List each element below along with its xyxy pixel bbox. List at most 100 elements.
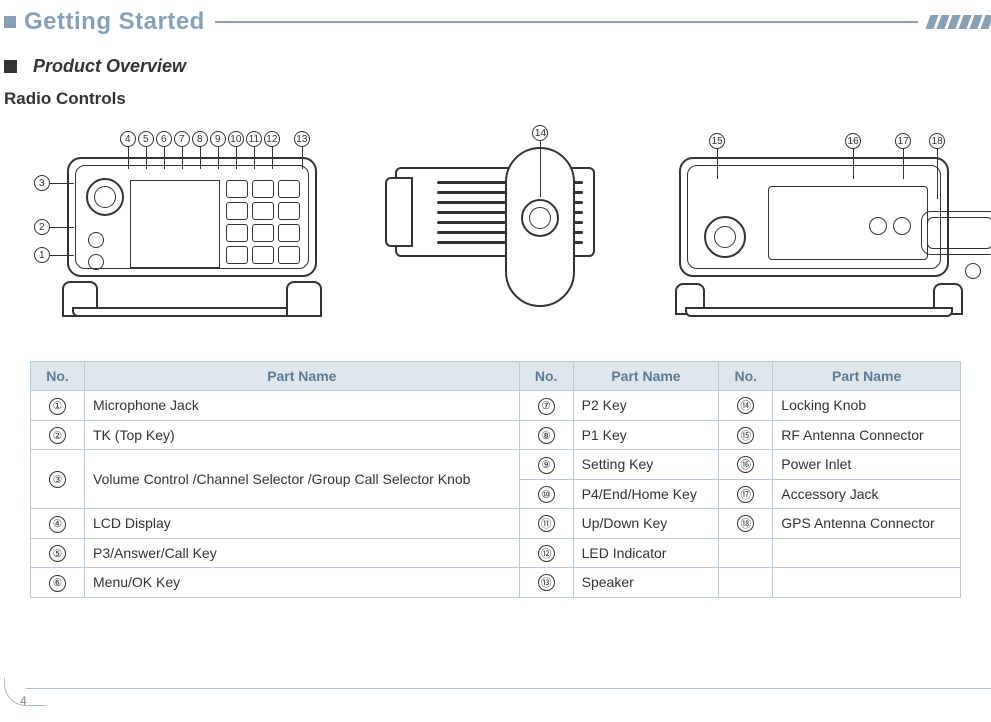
leader-line <box>540 141 541 197</box>
leader-line <box>903 149 904 179</box>
callout-14: 14 <box>532 125 548 141</box>
leader-line <box>853 149 854 179</box>
cell-num: ⑯ <box>719 450 773 480</box>
callout-12: 12 <box>264 131 280 147</box>
callout-5: 5 <box>138 131 154 147</box>
cell-name: Power Inlet <box>773 450 961 480</box>
cell-num: ⑩ <box>519 479 573 509</box>
callout-4: 4 <box>120 131 136 147</box>
volume-knob-icon <box>86 178 124 216</box>
leader-line <box>302 147 303 169</box>
callout-9: 9 <box>210 131 226 147</box>
cell-empty <box>719 538 773 568</box>
cell-name: P2 Key <box>573 391 719 421</box>
col-part: Part Name <box>85 362 520 391</box>
cell-name: Locking Knob <box>773 391 961 421</box>
col-part: Part Name <box>773 362 961 391</box>
table-row: ⑤ P3/Answer/Call Key ⑫ LED Indicator <box>31 538 961 568</box>
front-body <box>67 157 317 277</box>
page-header: Getting Started <box>0 0 991 42</box>
button-column-a <box>226 180 248 268</box>
table-row: ③ Volume Control /Channel Selector /Grou… <box>31 450 961 480</box>
gps-antenna-connector-icon <box>965 263 981 279</box>
cell-name: Microphone Jack <box>85 391 520 421</box>
cell-empty <box>773 538 961 568</box>
callout-2: 2 <box>34 219 50 235</box>
rf-antenna-connector-icon <box>704 216 746 258</box>
cell-name: LED Indicator <box>573 538 719 568</box>
cell-name: Setting Key <box>573 450 719 480</box>
cell-name: Speaker <box>573 568 719 598</box>
diagrams-row: 4 5 6 7 8 9 10 11 12 13 3 2 1 <box>0 127 991 347</box>
col-no: No. <box>719 362 773 391</box>
leader-line <box>236 147 237 169</box>
cell-name: Up/Down Key <box>573 509 719 539</box>
rear-panel <box>687 165 941 269</box>
page-number: 4 <box>20 694 27 708</box>
cell-num: ⑪ <box>519 509 573 539</box>
header-slash-ornament <box>928 15 991 29</box>
button-column-c <box>278 180 300 268</box>
callout-3: 3 <box>34 175 50 191</box>
cell-name: TK (Top Key) <box>85 420 520 450</box>
tk-button-icon <box>88 232 104 248</box>
leader-line <box>128 147 129 169</box>
cell-num: ⑬ <box>519 568 573 598</box>
table-row: ② TK (Top Key) ⑧ P1 Key ⑮ RF Antenna Con… <box>31 420 961 450</box>
col-part: Part Name <box>573 362 719 391</box>
cell-num: ⑥ <box>31 568 85 598</box>
leader-line <box>146 147 147 169</box>
cell-num: ⑫ <box>519 538 573 568</box>
power-inlet-icon <box>893 217 911 235</box>
callout-11: 11 <box>246 131 262 147</box>
callout-6: 6 <box>156 131 172 147</box>
leader-line <box>254 147 255 169</box>
cell-num: ⑮ <box>719 420 773 450</box>
page-footer: 4 <box>0 688 991 716</box>
callout-13: 13 <box>294 131 310 147</box>
leader-line <box>50 183 74 184</box>
leader-line <box>164 147 165 169</box>
cell-name: LCD Display <box>85 509 520 539</box>
leader-line <box>937 149 938 199</box>
cell-num: ⑦ <box>519 391 573 421</box>
rear-connector-panel <box>768 186 928 260</box>
leader-line <box>182 147 183 169</box>
front-stand <box>62 279 322 317</box>
leader-line <box>717 149 718 179</box>
cell-name: P4/End/Home Key <box>573 479 719 509</box>
cell-num: ⑨ <box>519 450 573 480</box>
cell-name: P3/Answer/Call Key <box>85 538 520 568</box>
cell-empty <box>773 568 961 598</box>
callout-10: 10 <box>228 131 244 147</box>
table-row: ⑥ Menu/OK Key ⑬ Speaker <box>31 568 961 598</box>
leader-line <box>200 147 201 169</box>
section-heading-row: Product Overview <box>4 56 991 77</box>
leader-line <box>50 255 74 256</box>
cell-name: RF Antenna Connector <box>773 420 961 450</box>
cell-name: Accessory Jack <box>773 479 961 509</box>
cell-num: ② <box>31 420 85 450</box>
header-bullet-icon <box>4 16 16 28</box>
callout-1: 1 <box>34 247 50 263</box>
leader-line <box>272 147 273 169</box>
power-inlet-icon <box>869 217 887 235</box>
table-row: ④ LCD Display ⑪ Up/Down Key ⑱ GPS Antenn… <box>31 509 961 539</box>
callout-15: 15 <box>709 133 725 149</box>
cell-name: GPS Antenna Connector <box>773 509 961 539</box>
diagram-side-view: 14 <box>395 127 615 327</box>
callout-18: 18 <box>929 133 945 149</box>
table-row: ① Microphone Jack ⑦ P2 Key ⑭ Locking Kno… <box>31 391 961 421</box>
section-bullet-icon <box>4 60 17 73</box>
parts-table: No. Part Name No. Part Name No. Part Nam… <box>30 361 961 598</box>
cell-num: ① <box>31 391 85 421</box>
cell-num: ⑱ <box>719 509 773 539</box>
cell-num: ④ <box>31 509 85 539</box>
mic-jack-icon <box>88 254 104 270</box>
callout-7: 7 <box>174 131 190 147</box>
leader-line <box>218 147 219 169</box>
cell-num: ⑰ <box>719 479 773 509</box>
cell-num: ⑭ <box>719 391 773 421</box>
footer-line <box>26 688 991 689</box>
lcd-screen-icon <box>130 180 220 268</box>
